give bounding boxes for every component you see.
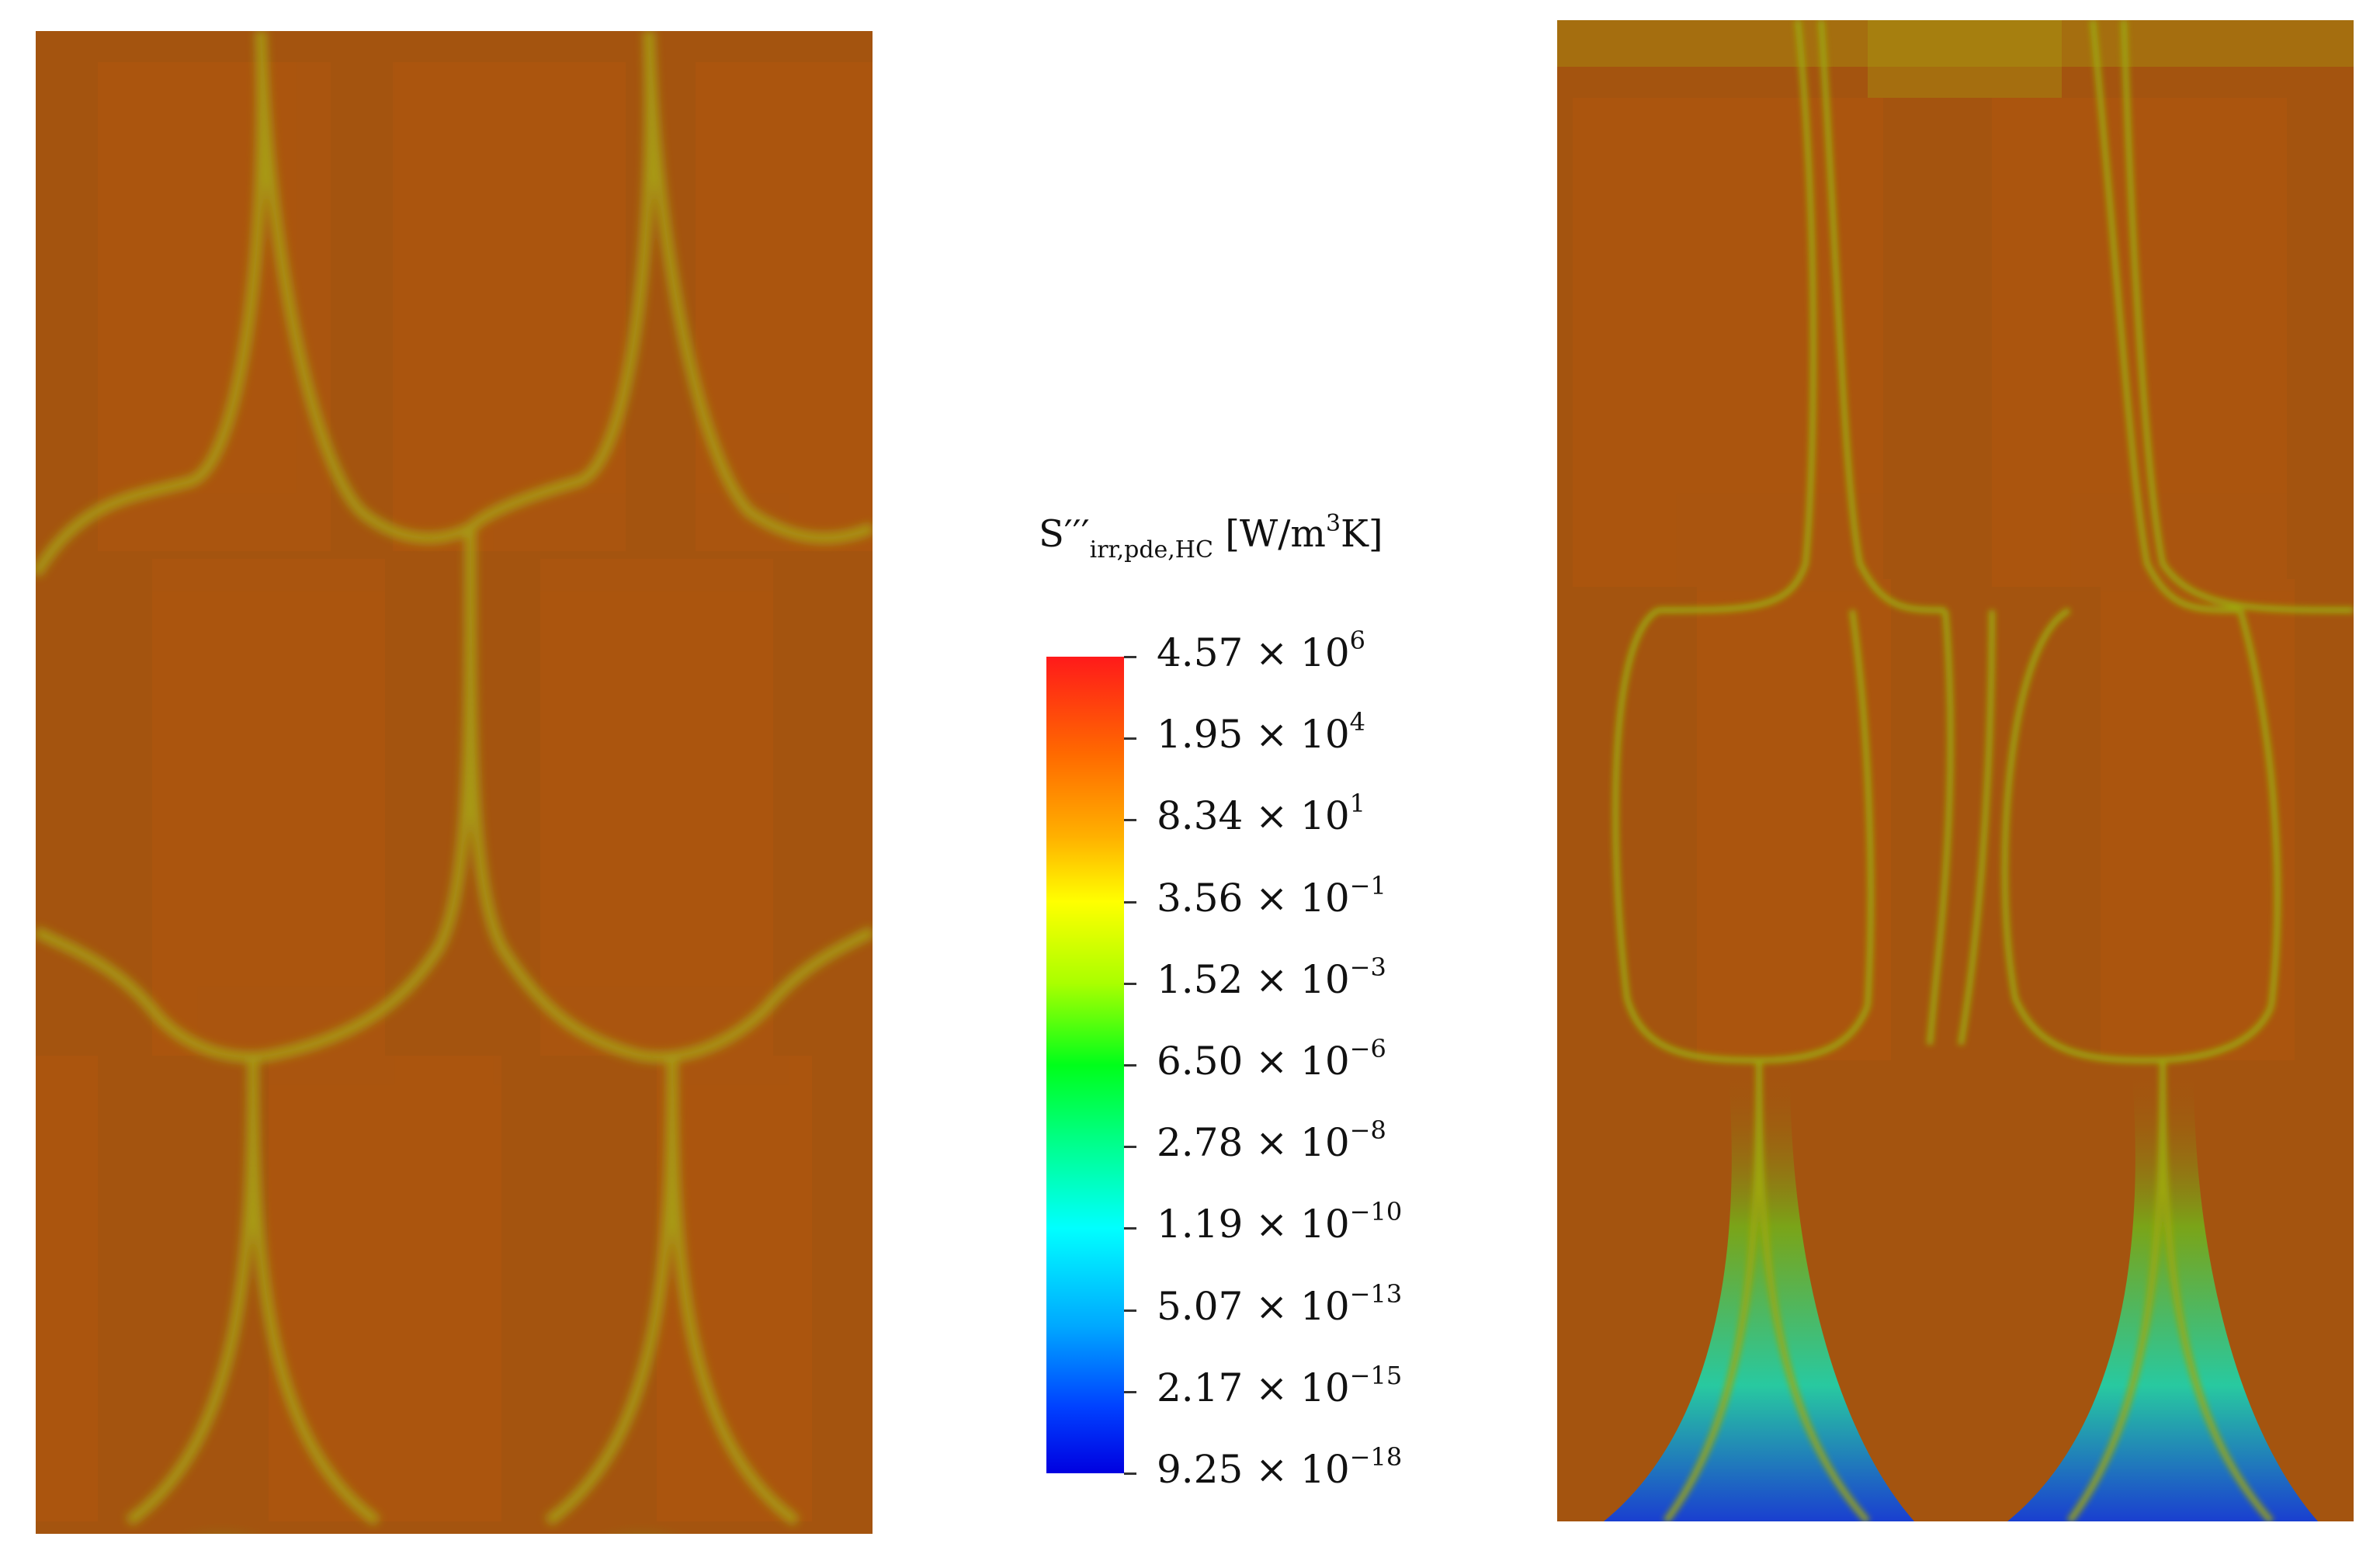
right-contour-plot: [1557, 20, 2354, 1521]
colorbar-tick-label: 3.56 × 10−1: [1157, 871, 1386, 921]
colorbar-tick-mark: [1124, 1309, 1136, 1312]
left-contour-plot: [36, 31, 873, 1534]
tick-exponent: −15: [1349, 1360, 1403, 1390]
colorbar-tick-label: 1.52 × 10−3: [1157, 952, 1386, 1002]
colorbar-tick-mark: [1124, 1472, 1136, 1475]
tick-mantissa: 2.78 × 10: [1157, 1120, 1350, 1166]
colorbar-tick-label: 6.50 × 10−6: [1157, 1034, 1386, 1084]
tick-exponent: 1: [1349, 789, 1365, 819]
colorbar-tick-mark: [1124, 1064, 1136, 1067]
tick-mantissa: 8.34 × 10: [1157, 793, 1350, 839]
colorbar-tick-mark: [1124, 1390, 1136, 1393]
tick-mantissa: 1.52 × 10: [1157, 956, 1350, 1002]
colorbar-tick-label: 1.19 × 10−10: [1157, 1197, 1402, 1247]
colorbar-tick-mark: [1124, 1227, 1136, 1230]
colorbar-title: S′′′irr,pde,HC [W/m3K]: [1039, 510, 1383, 564]
colorbar-tick-mark: [1124, 982, 1136, 985]
colorbar-tick-mark: [1124, 819, 1136, 822]
unit-superscript: 3: [1325, 510, 1341, 537]
colorbar-tick-label: 2.17 × 10−15: [1157, 1361, 1402, 1410]
unit-open: [W/m: [1213, 512, 1326, 556]
tick-mantissa: 1.19 × 10: [1157, 1202, 1350, 1247]
colorbar-tick-label: 2.78 × 10−8: [1157, 1115, 1386, 1166]
colorbar-tick-mark: [1124, 1146, 1136, 1149]
tick-exponent: −6: [1349, 1034, 1386, 1063]
colorbar-tick-label: 5.07 × 10−13: [1157, 1279, 1402, 1329]
tick-mantissa: 9.25 × 10: [1157, 1447, 1350, 1492]
tick-mantissa: 1.95 × 10: [1157, 712, 1350, 758]
tick-exponent: −8: [1349, 1115, 1386, 1146]
tick-mantissa: 4.57 × 10: [1157, 630, 1350, 675]
colorbar-tick-mark: [1124, 737, 1136, 741]
tick-exponent: −1: [1349, 870, 1386, 900]
colorbar-tick-label: 1.95 × 104: [1157, 707, 1365, 758]
tick-mantissa: 3.56 × 10: [1157, 875, 1350, 921]
tick-exponent: −3: [1349, 952, 1386, 982]
colorbar-tick-mark: [1124, 656, 1136, 658]
unit-close: K]: [1341, 512, 1383, 556]
tick-exponent: −13: [1349, 1278, 1403, 1309]
colorbar-tick-mark: [1124, 900, 1136, 904]
tick-mantissa: 5.07 × 10: [1157, 1283, 1350, 1329]
tick-exponent: −10: [1349, 1197, 1403, 1227]
colorbar-tick-label: 4.57 × 106: [1157, 626, 1365, 675]
tick-exponent: −18: [1349, 1442, 1403, 1472]
tick-exponent: 4: [1349, 707, 1365, 737]
tick-exponent: 6: [1349, 626, 1365, 655]
entropy-symbol: S: [1039, 512, 1064, 556]
tick-mantissa: 6.50 × 10: [1157, 1039, 1350, 1084]
colorbar-tick-label: 8.34 × 101: [1157, 789, 1365, 839]
entropy-primes: ′′′: [1063, 512, 1090, 556]
colorbar-tick-label: 9.25 × 10−18: [1157, 1442, 1402, 1492]
entropy-subscript: irr,pde,HC: [1089, 536, 1213, 564]
tick-mantissa: 2.17 × 10: [1157, 1365, 1350, 1410]
colorbar: [1046, 657, 1124, 1473]
